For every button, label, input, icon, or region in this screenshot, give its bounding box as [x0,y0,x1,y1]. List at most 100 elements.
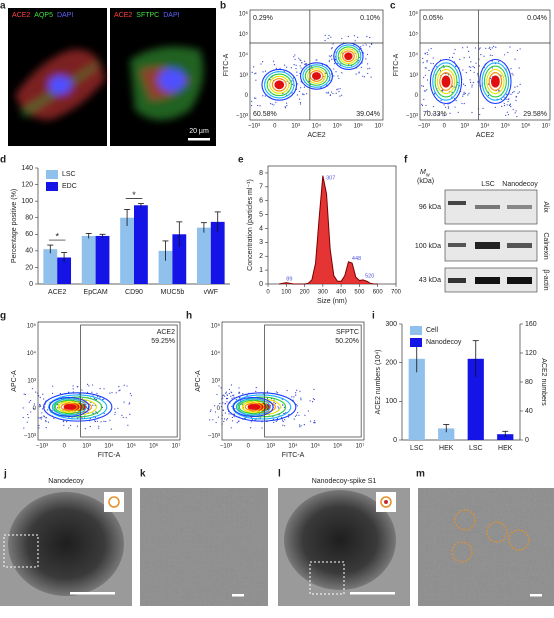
event-dot [38,406,41,408]
event-dot [303,86,306,88]
event-dot [97,396,99,398]
event-dot [462,95,464,97]
y-tick-label: 10³ [211,379,220,385]
event-dot [453,52,455,55]
bands [448,201,532,284]
event-dot [443,66,445,68]
event-dot [284,64,286,66]
event-dot [223,420,225,423]
event-dot [505,98,507,100]
panel-label: j [3,469,7,480]
event-dot [426,51,428,54]
bar [438,428,455,440]
y-axis-label: ACE2 numbers (10⁴) [375,350,382,415]
event-dot [285,102,288,104]
event-dot [98,425,100,427]
event-dot [294,58,296,61]
event-dot [305,63,308,65]
contour [304,66,329,86]
y-tick-label: 10⁶ [239,11,249,18]
event-dot [284,425,286,427]
event-dot [479,47,481,49]
event-dot [339,88,341,90]
bar [57,257,72,284]
event-dot [230,384,233,386]
event-dot [241,403,243,406]
event-dot [451,56,454,58]
event-dot [81,417,83,419]
quadrant-percent: 39.04% [356,111,380,118]
event-dot [370,76,372,78]
event-dot [127,424,129,426]
event-dot [292,77,295,79]
event-dot [291,396,293,398]
event-dot [303,424,305,426]
contour [232,394,292,420]
event-dot [273,421,275,424]
event-dot [466,46,468,48]
event-dot [263,393,265,395]
event-dot [115,392,117,394]
event-dot [91,391,93,393]
event-dot [70,424,72,427]
event-dot [489,54,491,56]
x-tick-label: 10⁴ [480,123,490,130]
event-dot [519,48,521,50]
event-dot [295,64,297,66]
event-dot [255,97,257,99]
event-dot [68,427,70,429]
plot-frame [419,9,551,121]
event-dot [238,387,240,389]
event-dot [215,421,217,424]
y2-tick-label: 120 [525,350,537,357]
event-dot [335,92,337,94]
event-dot [324,40,326,42]
x-tick-label: −10³ [418,124,430,130]
event-dot [96,392,98,395]
legend-swatch [46,182,58,191]
event-dot [266,391,269,393]
event-dot [224,412,227,414]
event-dot [494,106,496,108]
event-dot [328,55,330,57]
event-dot [507,51,509,54]
event-dot [42,393,44,395]
event-dot [299,103,302,105]
event-dot [462,47,464,49]
bar [210,221,225,284]
event-dot [305,64,307,66]
event-dot [482,107,484,109]
event-dot [447,107,450,109]
event-dot [488,47,490,49]
event-dot [111,391,113,394]
contour [274,80,285,90]
contour [227,392,297,422]
contour [58,398,98,416]
contour [271,78,287,92]
event-dot [426,79,429,81]
event-dot [471,86,473,88]
event-dot [514,86,516,88]
event-dot [468,66,470,68]
panel-label: f [404,155,408,166]
x-tick-label: 10³ [266,444,275,450]
contour [238,399,268,415]
y-tick-label: −10³ [236,114,248,120]
event-dot [295,392,297,394]
x-tick-label: HEK [439,445,454,452]
event-dot [303,94,305,96]
peak-label: 307 [326,175,335,181]
mw-unit: (kDa) [417,178,434,185]
x-tick-label: ACE2 [48,289,66,296]
event-dot [338,77,340,80]
contour [432,62,460,101]
bar [408,358,425,440]
event-dot [99,387,101,390]
event-dot [59,393,62,395]
event-dot [341,72,343,74]
y-tick-label: 0 [415,93,419,99]
x-tick-label: 10⁵ [501,123,511,130]
event-dot [35,391,37,393]
event-dot [325,92,327,94]
event-dot [39,396,41,399]
